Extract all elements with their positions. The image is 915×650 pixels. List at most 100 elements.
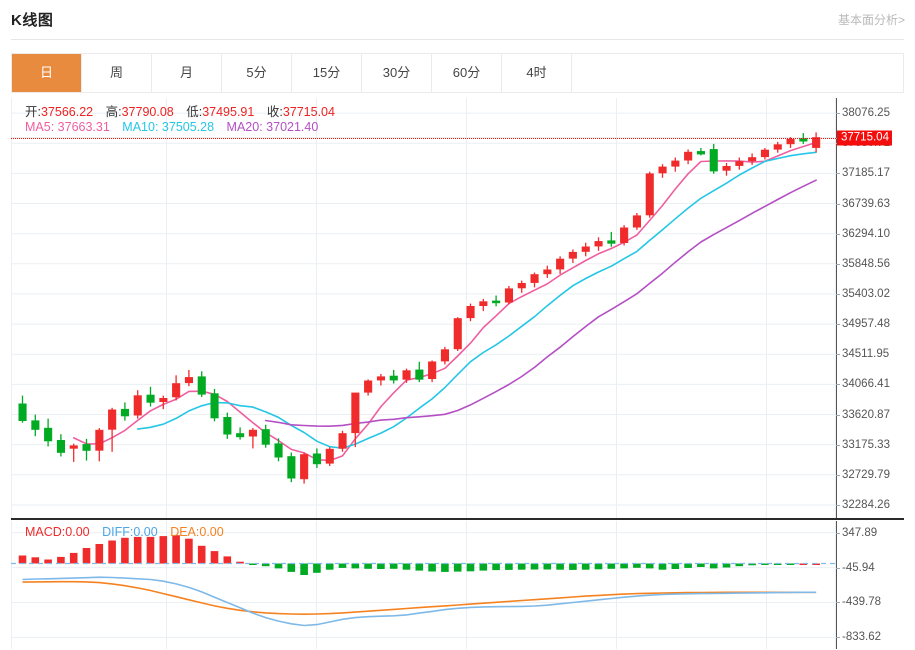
price-plot[interactable] [11,98,836,520]
macd-axis-label: -439.78 [842,596,882,609]
candlestick [504,286,514,305]
ma20-value: 37021.40 [266,120,319,134]
tabbar-filler [572,54,903,92]
candle-body [389,375,398,381]
candlestick [492,295,501,307]
candlestick [108,407,117,452]
candle-body [684,151,693,161]
candlestick [696,148,706,156]
diff-label: DIFF: [102,525,134,539]
macd-histogram-bar [786,563,795,565]
tab-2[interactable]: 月 [152,54,222,92]
macd-histogram-bar [159,536,168,564]
low-label: 低: [186,105,203,119]
ma5-value: 37663.31 [57,120,110,134]
last-price-badge: 37715.04 [837,130,892,145]
candle-body [120,408,129,417]
candle-body [632,215,642,228]
macd-value: 0.00 [65,525,90,539]
tab-5[interactable]: 30分 [362,54,432,92]
macd-tick [836,532,840,534]
candlestick [786,137,795,148]
price-axis-label: 32284.26 [842,498,890,511]
tab-7[interactable]: 4时 [502,54,572,92]
macd-axis: 347.89 -45.94 -439.78 -833.62 [836,521,904,649]
fundamental-analysis-link[interactable]: 基本面分析> [837,13,905,27]
tab-4[interactable]: 15分 [292,54,362,92]
candle-body [773,144,782,150]
candlestick [607,231,616,247]
low-value: 37495.91 [202,105,255,119]
candlestick [632,213,642,230]
candlestick [248,428,257,449]
dea-label: DEA: [170,525,200,539]
macd-histogram-bar [236,561,244,564]
high-label: 高: [105,105,122,119]
macd-histogram-bar [197,545,206,564]
macd-histogram-bar [543,563,552,570]
macd-histogram-bar [338,563,347,568]
candlestick [172,375,181,401]
ma20-line [264,179,817,427]
macd-axis-label: -833.62 [842,631,882,644]
candle-body [223,416,232,435]
candle-body [56,439,66,453]
price-axis: 38076.2537715.0437630.7137185.1736739.63… [836,98,904,520]
macd-tick [836,602,840,604]
candle-body [69,445,78,449]
macd-histogram-bar [722,563,731,568]
candlestick [671,157,680,172]
price-axis-label: 33175.33 [842,438,890,451]
macd-histogram-bar [415,563,424,571]
macd-histogram-bar [82,548,91,564]
price-axis-label: 36739.63 [842,197,890,210]
price-axis-label: 34066.41 [842,378,890,391]
candle-body [274,443,283,458]
ma5-label: MA5: [25,120,55,134]
candle-body [325,448,334,464]
candle-body [351,392,360,434]
macd-histogram-bar [261,563,270,567]
candlestick [556,256,565,274]
macd-histogram-bar [146,536,155,564]
macd-histogram-bar [364,563,372,569]
macd-histogram-bar [556,563,564,570]
price-axis-label: 32729.79 [842,468,890,481]
candlestick [645,171,654,218]
candle-body [645,173,654,216]
candle-body [159,397,168,402]
last-price-line [11,137,836,139]
price-axis-line [836,98,837,520]
ma20-label: MA20: [226,120,263,134]
macd-histogram-bar [210,551,219,564]
macd-plot[interactable] [11,521,836,649]
candle-body [44,427,53,442]
price-axis-label: 35848.56 [842,257,890,270]
macd-histogram-bar [108,540,116,564]
price-tick [836,113,840,115]
candle-body [453,318,462,350]
candlestick [594,237,603,251]
candle-body [709,149,718,172]
candlestick [82,438,91,461]
tab-6[interactable]: 60分 [432,54,502,92]
macd-axis-label: -45.94 [842,561,875,574]
candle-body [543,269,552,275]
price-tick [836,233,840,235]
tab-1[interactable]: 周 [82,54,152,92]
candlestick [197,371,206,397]
candlestick [748,153,757,165]
tab-3[interactable]: 5分 [222,54,292,92]
macd-histogram-bar [761,563,769,565]
macd-histogram-bar [313,563,321,573]
candlestick [312,448,322,468]
candle-body [31,420,40,430]
macd-chart: MACD:0.00 DIFF:0.00 DEA:0.00 347.89 -45.9… [11,521,904,649]
price-axis-label: 34511.95 [842,348,890,361]
macd-histogram-bar [287,563,296,572]
tab-0[interactable]: 日 [12,54,82,92]
candlestick [159,395,168,410]
candle-body [786,138,795,145]
candle-body [18,403,27,421]
macd-histogram-bar [517,563,526,570]
